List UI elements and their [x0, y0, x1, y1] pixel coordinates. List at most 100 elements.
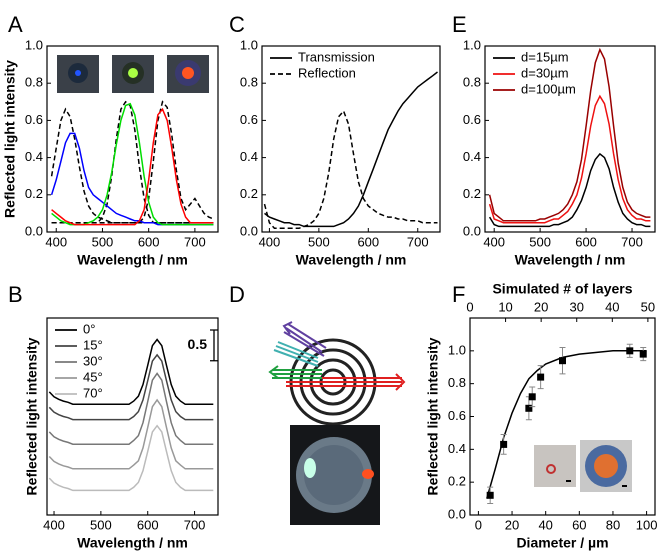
y-tick-label: 0.6 — [25, 112, 43, 127]
series-line — [51, 107, 214, 226]
x-tick-label: 0 — [475, 517, 482, 532]
data-point — [639, 350, 647, 358]
x-tick-label: 500 — [92, 234, 114, 249]
y-tick-label: 0.8 — [240, 75, 258, 90]
series-line — [488, 47, 651, 222]
x-tick-label: 500 — [90, 517, 112, 532]
legend-label: d=100µm — [521, 81, 576, 96]
x-tick-label: 700 — [184, 517, 206, 532]
y-tick-label: 0.2 — [25, 186, 43, 201]
x-tick-label: 600 — [357, 234, 379, 249]
y-axis-label: Reflected light intensity — [2, 60, 18, 218]
light-arrows — [268, 321, 406, 391]
data-point — [528, 393, 536, 401]
y-tick-label: 0.2 — [463, 186, 481, 201]
y-tick-label: 0.6 — [448, 408, 466, 423]
x-tick-label: 600 — [137, 517, 159, 532]
x-tick-label: 600 — [138, 234, 160, 249]
legend-label: 15° — [83, 337, 103, 352]
x-tick-label: 600 — [575, 234, 597, 249]
data-point — [525, 404, 533, 412]
series-line — [48, 338, 214, 405]
x-tick-label: 20 — [505, 517, 519, 532]
x-tick-label: 400 — [43, 517, 65, 532]
inset-images — [57, 55, 209, 93]
y-tick-label: 0.0 — [463, 223, 481, 238]
y-tick-label: 1.0 — [463, 37, 481, 52]
x2-tick-label: 10 — [498, 299, 512, 314]
legend-label: Reflection — [298, 65, 356, 80]
plot-frame — [261, 45, 441, 233]
panel-label: E — [452, 12, 467, 37]
y-tick-label: 0.2 — [448, 474, 466, 489]
legend-label: d=30µm — [521, 65, 569, 80]
plot-frame — [46, 317, 219, 516]
series-line — [488, 152, 651, 228]
x-tick-label: 40 — [538, 517, 552, 532]
x-axis-label: Wavelength / nm — [515, 252, 626, 268]
series-line — [48, 372, 214, 445]
series-line — [51, 100, 214, 224]
data-point — [500, 440, 508, 448]
x2-tick-label: 20 — [534, 299, 548, 314]
y-tick-label: 0.8 — [463, 75, 481, 90]
data-point — [559, 357, 566, 365]
y-tick-label: 0.8 — [25, 75, 43, 90]
legend-label: 45° — [83, 369, 103, 384]
legend-label: 70° — [83, 385, 103, 400]
y-axis-label: Reflected light intensity — [425, 337, 441, 495]
y-tick-label: 0.2 — [240, 186, 258, 201]
y-tick-label: 0.8 — [448, 375, 466, 390]
y-tick-label: 1.0 — [240, 37, 258, 52]
data-point — [537, 373, 545, 381]
x-tick-label: 500 — [529, 234, 551, 249]
x-tick-label: 400 — [259, 234, 281, 249]
x2-tick-label: 0 — [466, 299, 473, 314]
series-line — [48, 424, 214, 492]
x-tick-label: 500 — [308, 234, 330, 249]
sphere-photo — [290, 425, 380, 525]
data-point — [626, 347, 634, 355]
panel-label: A — [8, 12, 23, 37]
x-tick-label: 400 — [45, 234, 67, 249]
scale-bar — [210, 329, 218, 362]
series-line — [48, 353, 214, 421]
y-tick-label: 0.0 — [25, 223, 43, 238]
y-tick-label: 1.0 — [448, 342, 466, 357]
x-tick-label: 100 — [636, 517, 658, 532]
data-point — [486, 491, 494, 499]
series-line — [263, 109, 438, 230]
x-axis-label: Wavelength / nm — [296, 252, 407, 268]
y-tick-label: 0.4 — [25, 149, 43, 164]
legend-label: Transmission — [298, 49, 375, 64]
panel-label: D — [229, 282, 245, 307]
legend-label: 30° — [83, 353, 103, 368]
series-line — [48, 398, 214, 470]
y-axis-label: Reflected light intensity — [24, 337, 40, 495]
scale-bar-label: 0.5 — [188, 336, 208, 352]
x2-axis-label: Simulated # of layers — [492, 281, 632, 297]
x-tick-label: 400 — [483, 234, 505, 249]
y-tick-label: 1.0 — [25, 37, 43, 52]
x-axis-label: Wavelength / nm — [77, 252, 188, 268]
series-line — [488, 94, 651, 224]
legend-label: d=15µm — [521, 49, 569, 64]
plot-frame — [484, 45, 656, 233]
x-tick-label: 700 — [184, 234, 206, 249]
panel-label: B — [8, 282, 23, 307]
y-tick-label: 0.0 — [240, 223, 258, 238]
panel-label: F — [452, 282, 465, 307]
y-tick-label: 0.4 — [463, 149, 481, 164]
y-tick-label: 0.0 — [448, 506, 466, 521]
plot-frame — [46, 45, 219, 233]
x-axis-label: Diameter / µm — [516, 535, 608, 551]
x2-tick-label: 30 — [569, 299, 583, 314]
legend-label: 0° — [83, 321, 95, 336]
y-tick-label: 0.4 — [448, 441, 466, 456]
x2-tick-label: 50 — [641, 299, 655, 314]
y-tick-label: 0.6 — [463, 112, 481, 127]
x-tick-label: 60 — [572, 517, 586, 532]
series-line — [264, 71, 438, 228]
